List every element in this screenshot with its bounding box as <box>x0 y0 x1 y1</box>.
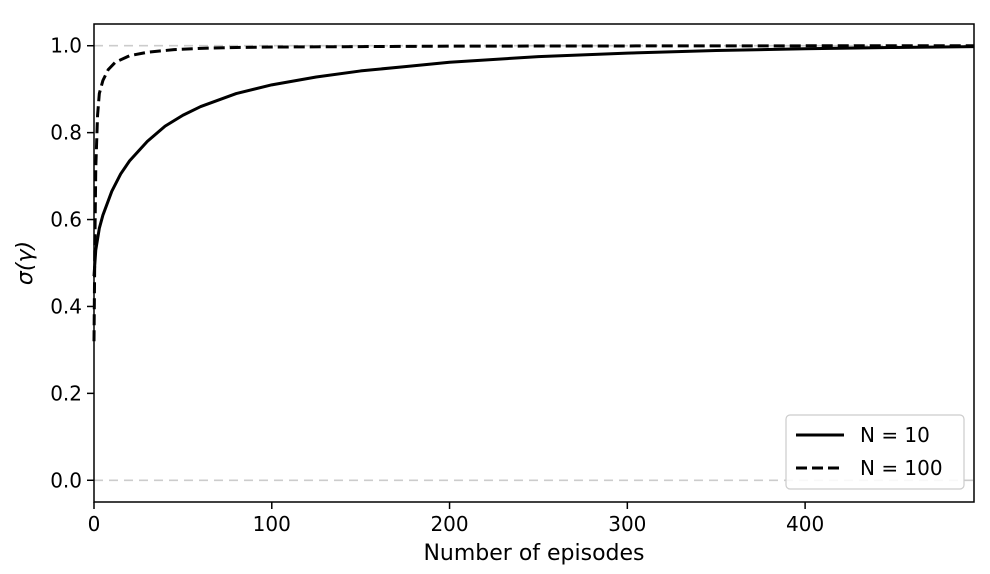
y-tick-label: 0.6 <box>50 208 82 232</box>
y-tick-label: 0.0 <box>50 468 82 492</box>
plot-frame <box>93 23 975 503</box>
series-layer <box>92 44 975 342</box>
series-line-1 <box>92 44 975 342</box>
series-line-0 <box>92 45 975 277</box>
x-tick-label: 0 <box>88 512 101 536</box>
x-tick-label: 400 <box>786 512 824 536</box>
y-axis-label: σ(γ) <box>13 241 38 285</box>
x-axis-label: Number of episodes <box>423 541 644 566</box>
ticks-layer: 0 100 200 300 400 0.0 0.2 0.4 0.6 0.8 1.0 <box>50 34 824 536</box>
x-tick-label: 300 <box>608 512 646 536</box>
legend-label-n10: N = 10 <box>860 423 930 447</box>
y-tick-label: 0.4 <box>50 294 82 318</box>
x-tick-label: 200 <box>430 512 468 536</box>
y-tick-label: 0.8 <box>50 121 82 145</box>
legend: N = 10 N = 100 <box>785 414 965 490</box>
y-tick-label: 0.2 <box>50 381 82 405</box>
legend-label-n100: N = 100 <box>860 456 943 480</box>
x-tick-label: 100 <box>253 512 291 536</box>
y-tick-label: 1.0 <box>50 34 82 58</box>
